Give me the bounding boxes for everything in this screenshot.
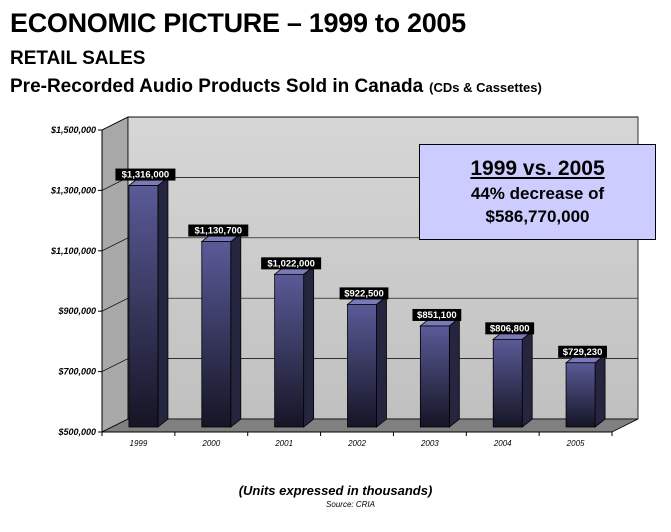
bar-side bbox=[157, 176, 169, 428]
bar bbox=[347, 304, 377, 428]
x-tick-label: 2005 bbox=[566, 439, 585, 448]
units-note: (Units expressed in thousands) bbox=[238, 483, 433, 498]
x-tick-label: 2000 bbox=[201, 439, 220, 448]
x-tick-label: 2002 bbox=[347, 439, 366, 448]
chart-side-wall bbox=[101, 116, 129, 433]
bar bbox=[419, 325, 450, 428]
source-note: Source: CRIA bbox=[326, 500, 375, 509]
data-label: $729,230 bbox=[563, 347, 603, 358]
data-label-bg bbox=[558, 345, 607, 358]
bar-side bbox=[448, 317, 460, 428]
bar-side bbox=[594, 353, 606, 428]
chart-title-main: Pre-Recorded Audio Products Sold in Cana… bbox=[10, 76, 424, 97]
bar bbox=[492, 338, 523, 428]
bar-side bbox=[303, 265, 315, 428]
bar bbox=[201, 241, 232, 428]
x-tick-label: 2004 bbox=[493, 439, 512, 448]
x-tick-label: 1999 bbox=[130, 439, 148, 448]
bar bbox=[565, 362, 596, 428]
callout-line1: 44% decrease of bbox=[470, 184, 605, 203]
data-label: $1,130,700 bbox=[195, 226, 243, 237]
gridline bbox=[101, 297, 638, 312]
data-label-bg bbox=[188, 224, 249, 237]
callout-line2: $586,770,000 bbox=[485, 207, 590, 226]
bar-side bbox=[230, 232, 242, 428]
y-tick-label: $1,300,000 bbox=[50, 185, 96, 195]
bar-side bbox=[376, 295, 387, 428]
bar bbox=[128, 185, 159, 428]
x-tick-label: 2001 bbox=[274, 439, 293, 448]
y-tick-label: $700,000 bbox=[57, 367, 96, 377]
y-tick-label: $1,500,000 bbox=[50, 125, 96, 135]
page-subtitle: RETAIL SALES bbox=[10, 48, 146, 69]
gridline bbox=[101, 116, 638, 131]
data-label: $1,316,000 bbox=[122, 170, 170, 181]
data-label: $922,500 bbox=[344, 288, 384, 299]
data-label-bg bbox=[485, 322, 535, 335]
data-label-bg bbox=[115, 168, 176, 181]
gridline bbox=[101, 358, 638, 372]
chart-title-note: (CDs & Cassettes) bbox=[429, 80, 542, 95]
bar bbox=[274, 273, 305, 428]
data-label-bg bbox=[412, 308, 462, 321]
y-tick-label: $1,100,000 bbox=[50, 246, 96, 256]
data-label: $806,800 bbox=[490, 323, 530, 334]
y-tick-label: $900,000 bbox=[57, 306, 96, 316]
callout-heading: 1999 vs. 2005 bbox=[470, 157, 605, 180]
page-title: ECONOMIC PICTURE – 1999 to 2005 bbox=[10, 8, 466, 38]
x-tick-label: 2003 bbox=[420, 439, 439, 448]
data-label: $1,022,000 bbox=[267, 258, 315, 269]
y-tick-label: $500,000 bbox=[57, 427, 96, 437]
data-label-bg bbox=[339, 287, 389, 300]
bar-side bbox=[521, 330, 533, 428]
chart-title: Pre-Recorded Audio Products Sold in Cana… bbox=[10, 76, 542, 98]
comparison-callout: 1999 vs. 2005 44% decrease of $586,770,0… bbox=[419, 144, 656, 240]
data-label-bg bbox=[261, 257, 322, 270]
data-label: $851,100 bbox=[417, 310, 457, 321]
